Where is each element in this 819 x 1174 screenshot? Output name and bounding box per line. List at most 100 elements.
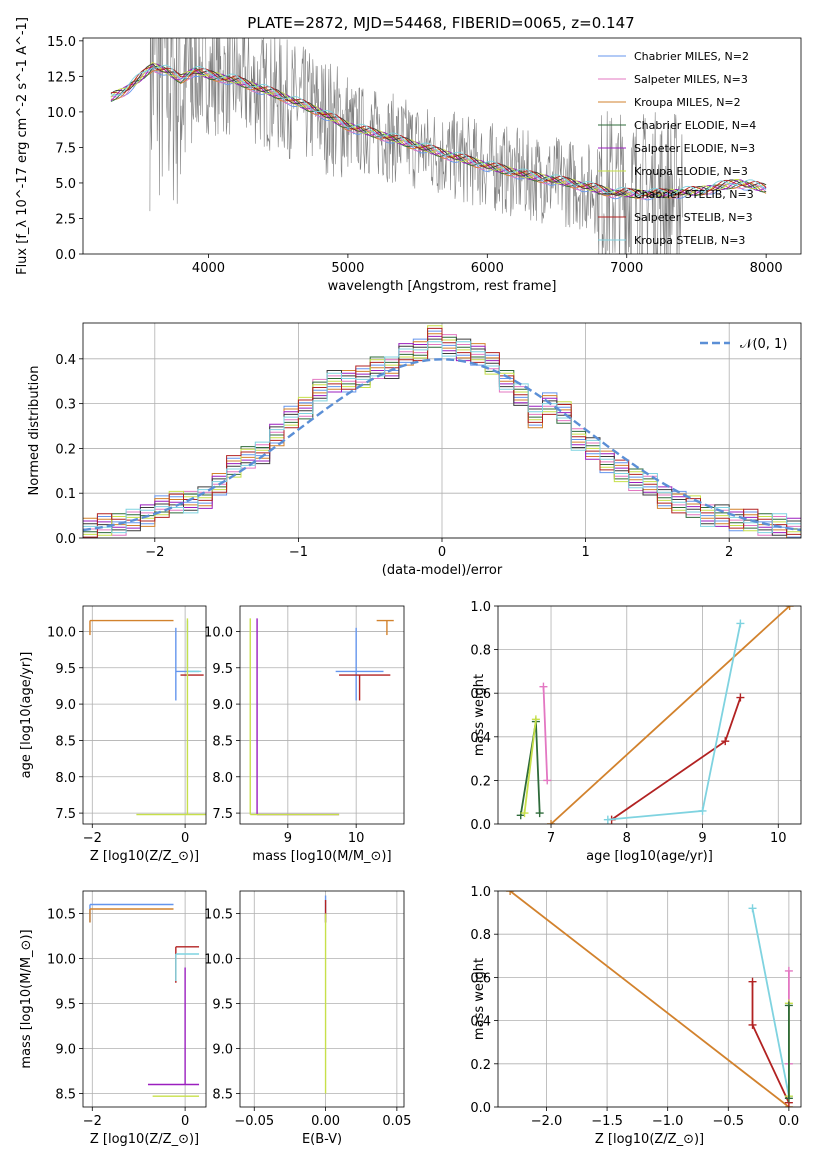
weight-marker xyxy=(784,1001,793,1010)
y-tick-label: 0.6 xyxy=(470,971,491,986)
x-tick-label: 7 xyxy=(547,831,555,846)
y-tick-label: 9.5 xyxy=(55,662,76,677)
y-tick-label: 0.2 xyxy=(55,442,76,457)
panel-spectrum: Chabrier MILES, N=2 Salpeter MILES, N=3 Kr… xyxy=(15,17,802,294)
histogram-step xyxy=(83,341,801,534)
panel-massweight-vs-age: 7 8 9 10 0.0 0.2 0.4 0.6 0.8 1.0 age [log10(age/yr… xyxy=(470,600,802,864)
plot-area xyxy=(516,606,794,824)
x-tick-label: −1 xyxy=(289,545,308,560)
x-tick-label: −1.5 xyxy=(591,1114,623,1129)
y-tick-label: 8.5 xyxy=(55,734,76,749)
legend-label: Chabrier MILES, N=2 xyxy=(634,50,749,63)
plot-area xyxy=(506,891,793,1107)
x-tick-label: −2 xyxy=(83,1114,102,1129)
y-axis-label: mass [log10(M/M_⊙)] xyxy=(19,929,34,1068)
y-tick-label: 0.2 xyxy=(470,774,491,789)
axes-frame xyxy=(239,890,405,1108)
axes-frame xyxy=(497,605,802,825)
panel-age-vs-z: −2 0 7.5 8.0 8.5 9.0 9.5 10.0 Z [log10(Z/Z_⊙)] ag… xyxy=(19,605,207,864)
x-axis-label: Z [log10(Z/Z_⊙)] xyxy=(90,849,199,864)
y-tick-label: 10.0 xyxy=(204,953,233,968)
y-tick-label: 9.5 xyxy=(212,662,233,677)
weight-line xyxy=(509,891,790,1107)
panel-mass-vs-ebv: −0.05 0.00 0.05 8.5 9.0 9.5 10.0 10.5 E(B-V) xyxy=(204,890,411,1147)
weight-marker xyxy=(506,891,515,895)
plot-area xyxy=(249,618,394,816)
weight-marker xyxy=(784,966,793,975)
y-tick-label: 0.8 xyxy=(470,644,491,659)
x-axis-label: mass [log10(M/M_⊙)] xyxy=(252,849,391,864)
legend-label: Kroupa MILES, N=2 xyxy=(634,96,741,109)
x-tick-label: 0.00 xyxy=(311,1114,340,1129)
legend-label: Chabrier STELIB, N=3 xyxy=(634,188,754,201)
model-spectrum-line xyxy=(110,61,767,198)
x-tick-label: 9 xyxy=(698,831,706,846)
weight-line xyxy=(523,719,537,814)
y-tick-label: 10.0 xyxy=(47,953,76,968)
figure-title: PLATE=2872, MJD=54468, FIBERID=0065, z=0… xyxy=(247,14,634,32)
x-tick-label: 5000 xyxy=(331,261,364,276)
x-tick-label: 10 xyxy=(348,831,365,846)
y-tick-label: 9.0 xyxy=(55,698,76,713)
x-tick-label: 0.0 xyxy=(779,1114,800,1129)
y-tick-label: 10.0 xyxy=(47,625,76,640)
y-tick-label: 0.0 xyxy=(55,248,76,263)
weight-marker xyxy=(748,977,757,986)
y-tick-label: 0.6 xyxy=(470,687,491,702)
y-axis-label: Normed distribution xyxy=(27,366,42,496)
y-tick-label: 0.0 xyxy=(470,818,491,833)
y-tick-label: 9.0 xyxy=(212,698,233,713)
y-tick-label: 0.0 xyxy=(55,532,76,547)
y-tick-label: 5.0 xyxy=(55,177,76,192)
weight-marker xyxy=(784,1094,793,1103)
weight-marker xyxy=(531,715,540,724)
y-tick-label: 0.1 xyxy=(55,487,76,502)
x-tick-label: 10 xyxy=(770,831,787,846)
y-tick-label: 9.5 xyxy=(212,998,233,1013)
weight-marker xyxy=(736,619,745,628)
y-tick-label: 0.0 xyxy=(470,1101,491,1116)
model-spectrum-line xyxy=(110,63,767,197)
weight-marker xyxy=(535,809,544,818)
x-tick-label: −2.0 xyxy=(531,1114,563,1129)
weight-marker xyxy=(547,820,556,824)
y-tick-label: 0.4 xyxy=(470,1015,491,1030)
x-tick-label: 0.05 xyxy=(382,1114,411,1129)
x-tick-label: 9 xyxy=(284,831,292,846)
x-tick-label: 8000 xyxy=(750,261,783,276)
x-axis-label: Z [log10(Z/Z_⊙)] xyxy=(90,1132,199,1147)
x-tick-label: 4000 xyxy=(192,261,225,276)
x-tick-label: −0.5 xyxy=(712,1114,744,1129)
weight-line xyxy=(550,606,791,824)
panel-residuals: 𝒩(0, 1) −2 −1 0 1 2 0.0 0.1 0.2 0.3 0.4 (data-model… xyxy=(27,322,802,578)
y-tick-label: 0.8 xyxy=(470,928,491,943)
y-tick-label: 1.0 xyxy=(470,600,491,615)
axes-frame xyxy=(82,37,802,255)
normal-curve xyxy=(83,358,801,532)
plot-area xyxy=(89,903,200,1097)
y-axis-label: age [log10(age/yr)] xyxy=(19,652,34,779)
weight-marker xyxy=(736,693,745,702)
x-tick-label: 8 xyxy=(623,831,631,846)
y-tick-label: 10.0 xyxy=(204,625,233,640)
plot-area xyxy=(83,325,801,538)
weight-marker xyxy=(539,682,548,691)
x-axis-label: wavelength [Angstrom, rest frame] xyxy=(328,279,557,294)
y-tick-label: 1.0 xyxy=(470,885,491,900)
y-tick-label: 8.0 xyxy=(55,771,76,786)
y-tick-label: 9.5 xyxy=(55,998,76,1013)
y-tick-label: 12.5 xyxy=(47,70,76,85)
x-axis-label: E(B-V) xyxy=(302,1132,342,1147)
y-tick-label: 0.3 xyxy=(55,398,76,413)
y-tick-label: 15.0 xyxy=(47,35,76,50)
x-tick-label: 6000 xyxy=(471,261,504,276)
weight-marker xyxy=(698,806,707,815)
y-tick-label: 7.5 xyxy=(212,807,233,822)
observed-spectrum xyxy=(149,38,683,254)
legend-label: Salpeter STELIB, N=3 xyxy=(634,211,753,224)
x-tick-label: −2 xyxy=(145,545,164,560)
weight-line xyxy=(607,623,742,821)
x-tick-label: −0.05 xyxy=(234,1114,274,1129)
x-tick-label: 7000 xyxy=(610,261,643,276)
